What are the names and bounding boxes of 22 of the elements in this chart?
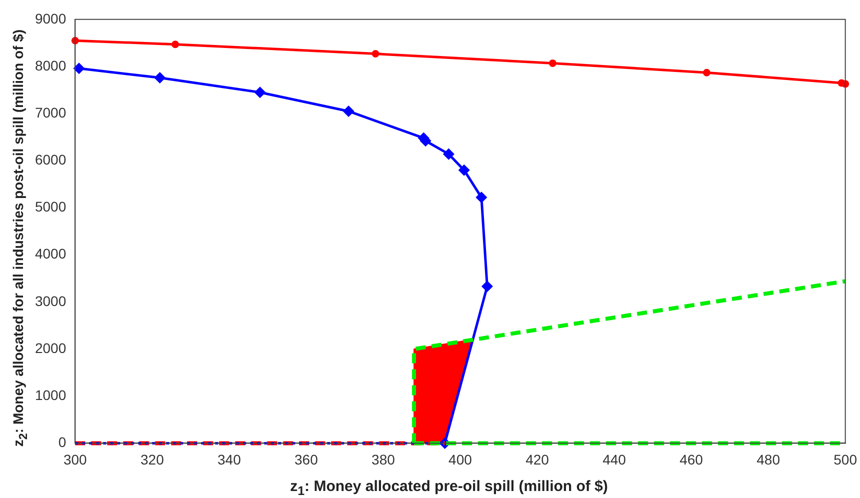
- x-tick-label: 380: [372, 451, 396, 468]
- y-tick-label: 9000: [34, 10, 66, 26]
- x-tick-label: 340: [218, 451, 242, 468]
- x-tick-label: 500: [834, 451, 858, 468]
- y-tick-label: 6000: [34, 152, 66, 168]
- x-tick-label: 300: [63, 451, 88, 468]
- y-tick-label: 3000: [34, 292, 66, 309]
- y-tick-label: 0: [58, 434, 66, 450]
- x-tick-label: 360: [294, 451, 318, 468]
- x-tick-label: 320: [140, 451, 164, 468]
- y-tick-label: 5000: [34, 198, 66, 215]
- x-tick-label: 400: [448, 451, 472, 468]
- x-tick-label: 440: [602, 451, 626, 468]
- y-tick-label: 8000: [34, 57, 66, 74]
- x-tick-label: 460: [680, 451, 704, 468]
- x-tick-label: 420: [526, 451, 550, 468]
- x-axis-title: z$_{1}$: Money allocated pre-oil spill (million of $): [289, 478, 609, 498]
- x-tick-label: 480: [756, 451, 780, 468]
- y-tick-label: 7000: [34, 104, 66, 120]
- y-tick-label: 4000: [34, 246, 66, 262]
- y-tick-label: 2000: [34, 340, 66, 356]
- y-tick-label: 1000: [34, 386, 66, 403]
